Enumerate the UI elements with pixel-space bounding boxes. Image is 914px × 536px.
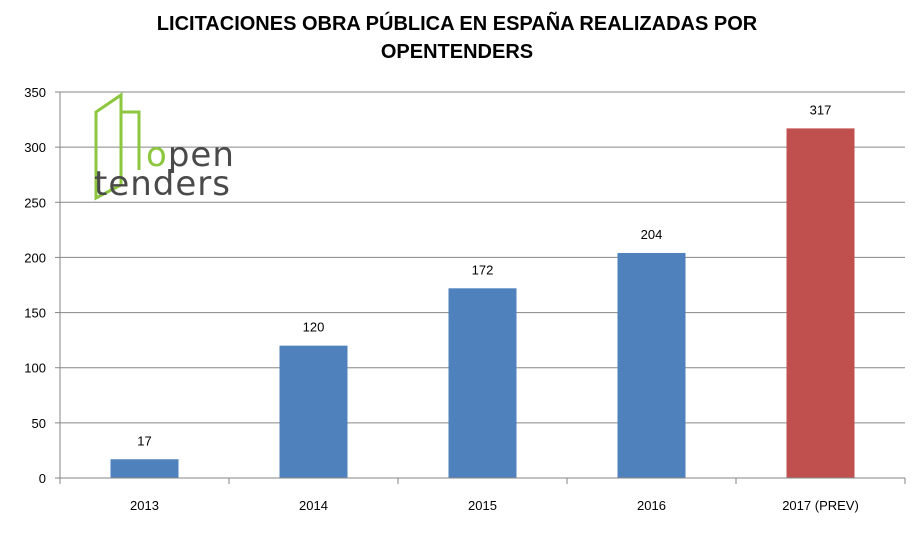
data-label: 317 xyxy=(810,102,832,117)
y-tick-label: 200 xyxy=(24,250,46,265)
bar xyxy=(110,459,179,478)
bar xyxy=(448,288,517,478)
data-label: 204 xyxy=(641,227,663,242)
logo-text-open: open xyxy=(146,135,235,175)
logo-building-icon xyxy=(94,92,123,201)
chart-title-line-1: LICITACIONES OBRA PÚBLICA EN ESPAÑA REAL… xyxy=(156,13,758,35)
y-tick-label: 0 xyxy=(39,471,46,486)
chart-title-line-2: OPENTENDERS xyxy=(380,41,534,63)
opentenders-logo: open tenders xyxy=(94,92,235,204)
y-axis-ticks: 0 50 100 150 200 250 300 350 xyxy=(24,85,60,486)
bars xyxy=(110,128,855,478)
y-tick-label: 250 xyxy=(24,195,46,210)
data-label: 172 xyxy=(472,262,494,277)
bar xyxy=(786,128,855,478)
data-label: 17 xyxy=(137,433,151,448)
x-tick-label: 2017 (PREV) xyxy=(782,498,859,513)
bar xyxy=(617,253,686,478)
x-tick-label: 2013 xyxy=(130,498,159,513)
bar xyxy=(279,345,348,478)
y-tick-label: 350 xyxy=(24,85,46,100)
chart-title: LICITACIONES OBRA PÚBLICA EN ESPAÑA REAL… xyxy=(0,10,914,66)
y-tick-label: 300 xyxy=(24,140,46,155)
logo-building-inner-icon xyxy=(121,110,141,170)
data-label: 120 xyxy=(303,320,325,335)
x-tick-label: 2014 xyxy=(299,498,328,513)
x-tick-label: 2016 xyxy=(637,498,666,513)
axes xyxy=(59,92,905,479)
logo-text-tenders: tenders xyxy=(94,164,231,204)
x-axis-ticks: 2013 2014 2015 2016 2017 (PREV) xyxy=(59,478,906,513)
x-tick-label: 2015 xyxy=(468,498,497,513)
data-labels: 17 120 172 204 317 xyxy=(137,102,831,448)
gridlines xyxy=(60,91,905,424)
y-tick-label: 100 xyxy=(24,361,46,376)
y-tick-label: 50 xyxy=(32,416,46,431)
y-tick-label: 150 xyxy=(24,306,46,321)
